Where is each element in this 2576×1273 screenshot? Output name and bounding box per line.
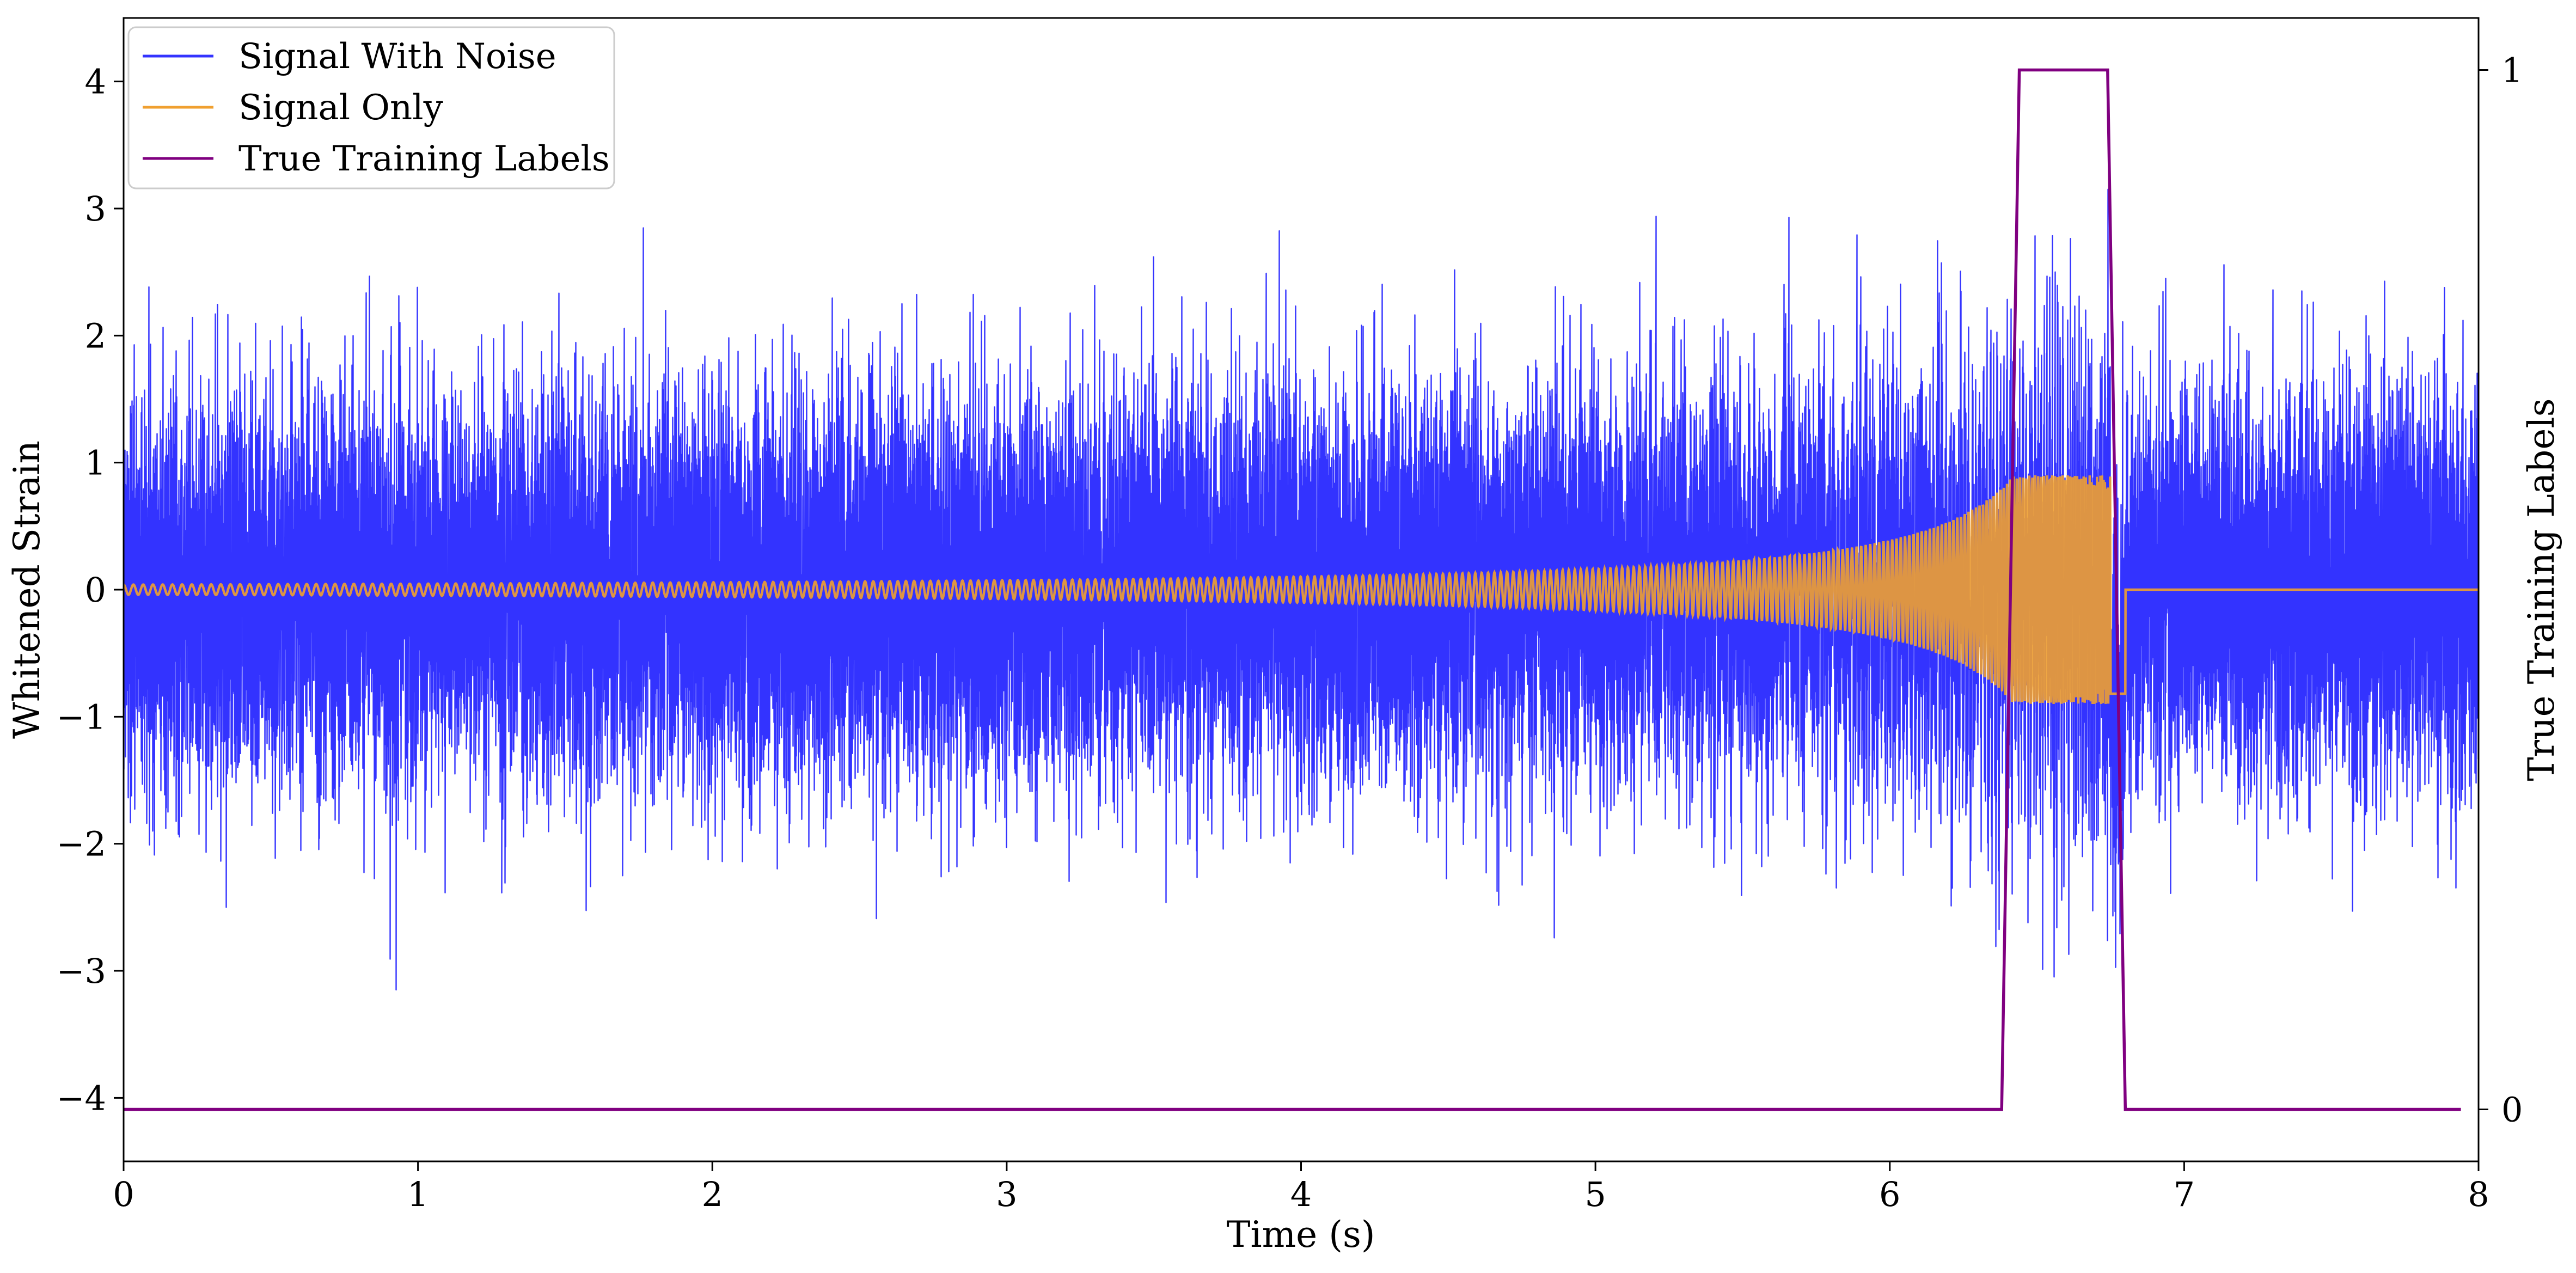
x-tick-label: 8 <box>2468 1174 2489 1214</box>
series-layer <box>124 68 2479 1111</box>
y2-tick-label: 1 <box>2501 50 2523 90</box>
y-tick-label: 1 <box>85 443 106 483</box>
y-tick-label: 2 <box>85 316 106 356</box>
legend-label-signal-with-noise: Signal With Noise <box>238 36 556 77</box>
y-tick-label: −4 <box>57 1078 106 1118</box>
series-true-training-labels <box>124 68 2461 1111</box>
x-tick-label: 7 <box>2174 1174 2195 1214</box>
y-tick-label: −2 <box>57 824 106 864</box>
y2-axis: 01 <box>2479 50 2523 1130</box>
x-tick-label: 5 <box>1584 1174 1606 1214</box>
y-tick-label: −3 <box>57 951 106 991</box>
series-signal-only <box>124 475 2479 705</box>
legend-label-signal-only: Signal Only <box>238 88 443 128</box>
legend-box <box>127 26 615 189</box>
x-tick-label: 3 <box>996 1174 1017 1214</box>
y2-axis-label: True Training Labels <box>2520 399 2562 781</box>
y2-tick-label: 0 <box>2501 1090 2523 1130</box>
y-tick-label: 4 <box>85 62 106 102</box>
x-tick-label: 4 <box>1290 1174 1312 1214</box>
x-axis-label: Time (s) <box>1226 1214 1375 1256</box>
x-tick-label: 1 <box>407 1174 429 1214</box>
y-axis-label: Whitened Strain <box>6 440 48 739</box>
x-tick-label: 0 <box>113 1174 134 1214</box>
legend: Signal With Noise Signal Only True Train… <box>127 26 615 189</box>
legend-label-true-training-labels: True Training Labels <box>238 139 610 179</box>
y-tick-label: 3 <box>85 189 106 229</box>
y-axis: −4 −3 −2 −1 0 1 2 3 4 <box>57 62 124 1118</box>
x-tick-label: 2 <box>702 1174 723 1214</box>
y-tick-label: 0 <box>85 570 106 610</box>
x-axis: 0 1 2 3 4 5 6 7 8 <box>113 1161 2489 1214</box>
x-tick-label: 6 <box>1879 1174 1900 1214</box>
y-tick-label: −1 <box>57 697 106 737</box>
